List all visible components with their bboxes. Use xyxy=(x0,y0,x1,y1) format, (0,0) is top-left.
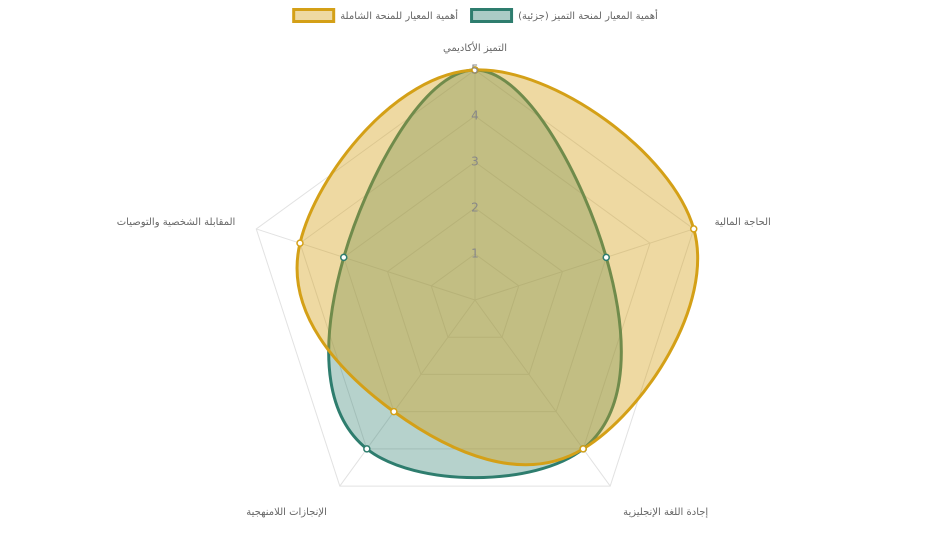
axis-label: الحاجة المالية xyxy=(715,217,771,228)
r-tick-label: 5 xyxy=(471,63,479,77)
data-point xyxy=(296,239,304,247)
r-tick-label: 3 xyxy=(471,155,479,169)
legend-swatch xyxy=(292,8,336,23)
grid-line xyxy=(386,207,564,375)
data-point xyxy=(689,225,698,233)
legend-swatch xyxy=(470,8,514,23)
grid-line xyxy=(255,69,695,487)
axis-label: التميز الأكاديمي xyxy=(443,41,507,54)
legend-label: أهمية المعيار لمنحة التميز (جزئية) xyxy=(518,9,658,22)
grid-line xyxy=(299,115,651,450)
angle-line xyxy=(474,228,694,301)
legend: أهمية المعيار للمنحة الشاملة أهمية المعيا… xyxy=(292,8,658,23)
data-point xyxy=(602,253,610,262)
r-tick-label: 4 xyxy=(471,109,479,123)
data-point xyxy=(340,253,348,262)
angle-line xyxy=(256,228,476,301)
data-point xyxy=(390,407,398,416)
legend-label: أهمية المعيار للمنحة الشاملة xyxy=(340,9,458,22)
r-tick-label: 1 xyxy=(471,247,479,261)
angle-line xyxy=(339,299,476,487)
grid-line xyxy=(430,253,520,338)
series-area xyxy=(327,68,623,480)
grid-line xyxy=(343,161,607,413)
axis-label: المقابلة الشخصية والتوصيات xyxy=(117,217,236,228)
series-area xyxy=(295,68,700,467)
r-tick-label: 2 xyxy=(471,201,479,215)
axis-label: إجادة اللغة الإنجليزية xyxy=(623,507,708,518)
angle-line xyxy=(474,299,611,487)
data-point xyxy=(579,445,587,453)
axis-label: الإنجازات اللامنهجية xyxy=(246,507,327,518)
data-point xyxy=(471,66,479,74)
data-point xyxy=(363,445,371,453)
